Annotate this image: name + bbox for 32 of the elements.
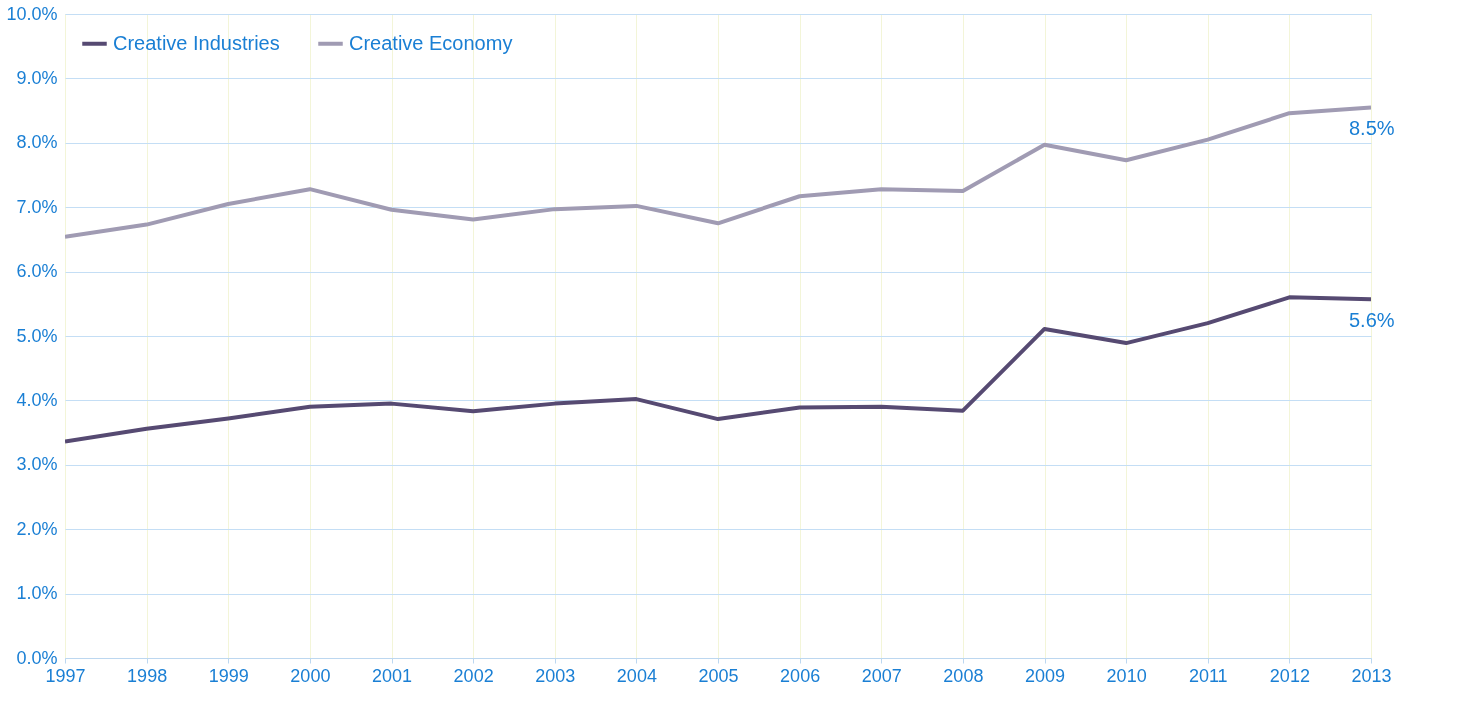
x-tick-label: 2001 — [371, 665, 413, 686]
y-tick-label: 0.0% — [16, 647, 58, 668]
x-tick-label: 2003 — [535, 665, 576, 686]
x-tick-label: 2009 — [1024, 665, 1066, 686]
y-tick-label: 6.0% — [16, 261, 58, 282]
y-tick-label: 2.0% — [16, 518, 58, 539]
y-tick-label: 9.0% — [16, 67, 58, 88]
x-tick-label: 2008 — [943, 665, 984, 686]
annotation: 8.5% — [1349, 117, 1395, 140]
x-tick-label: 2006 — [780, 665, 821, 686]
x-tick-label: 2013 — [1351, 665, 1392, 686]
x-tick-label: 2000 — [290, 665, 331, 686]
x-tick-label: 1997 — [45, 665, 86, 686]
x-tick-label: 2011 — [1188, 665, 1228, 686]
x-tick-label: 2004 — [616, 665, 657, 686]
x-tick-label: 2007 — [861, 665, 902, 686]
annotation: 5.6% — [1349, 309, 1395, 332]
y-tick-label: 3.0% — [16, 454, 58, 475]
x-tick-label: 2002 — [453, 665, 494, 686]
y-tick-label: 7.0% — [16, 196, 58, 217]
y-tick-label: 4.0% — [16, 389, 58, 410]
legend-label: Creative Economy — [349, 31, 513, 54]
y-tick-label: 1.0% — [16, 583, 58, 604]
y-tick-label: 8.0% — [16, 132, 58, 153]
y-tick-label: 5.0% — [16, 325, 58, 346]
legend-label: Creative Industries — [113, 31, 280, 54]
x-tick-label: 1998 — [127, 665, 168, 686]
x-tick-label: 2005 — [698, 665, 739, 686]
x-tick-label: 2012 — [1269, 665, 1310, 686]
y-tick-label: 10.0% — [6, 3, 58, 24]
x-tick-label: 2010 — [1106, 665, 1147, 686]
x-tick-label: 1999 — [208, 665, 249, 686]
